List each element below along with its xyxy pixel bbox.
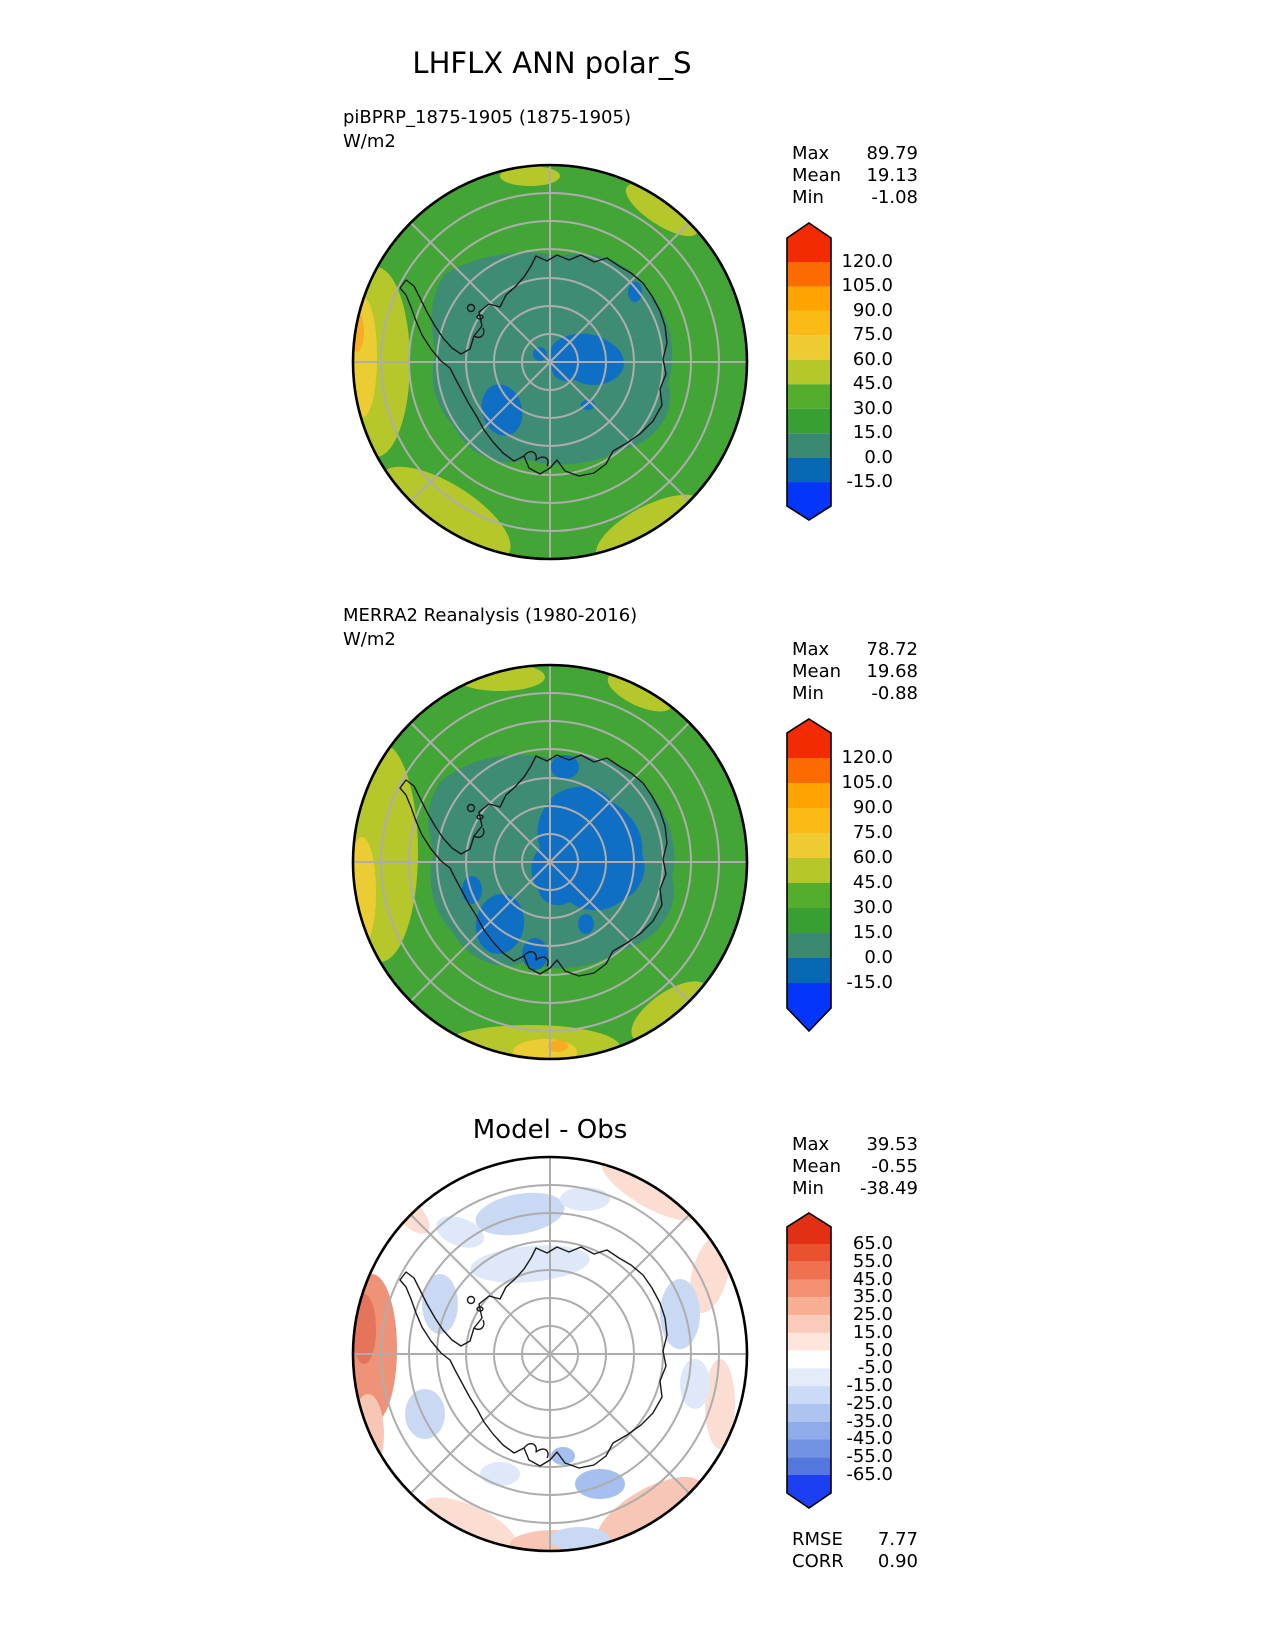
stat-row: Max 89.79 — [792, 143, 918, 165]
colorbar-tick-label: 90.0 — [852, 797, 893, 818]
stat-row: Min -0.88 — [792, 683, 918, 705]
colorbar-tick-label: -65.0 — [846, 1464, 893, 1485]
colorbar-model — [786, 222, 832, 521]
stat-row: Mean 19.13 — [792, 165, 918, 187]
colorbar-tick-label: 15.0 — [852, 922, 893, 943]
colorbar-tick-label: 5.0 — [864, 1339, 893, 1361]
panel1-units-label: W/m2 — [343, 131, 396, 152]
stat-value: 89.79 — [866, 143, 918, 164]
colorbar-tick-label: 45.0 — [852, 373, 893, 395]
colorbar-obs — [786, 718, 832, 1033]
stat-row: Mean 19.68 — [792, 661, 918, 683]
colorbar-tick-label: 25.0 — [852, 1304, 893, 1326]
stat-row: Min -38.49 — [792, 1178, 918, 1200]
stat-label: Max — [792, 1134, 830, 1155]
panel2-label-line1: MERRA2 Reanalysis (1980-2016) — [343, 605, 638, 626]
stat-value: 78.72 — [866, 639, 918, 660]
metric-value: 0.90 — [877, 1551, 918, 1572]
metric-row: CORR 0.90 — [792, 1551, 918, 1573]
colorbar-tick-label: -25.0 — [846, 1392, 893, 1414]
stat-value: -1.08 — [871, 187, 918, 208]
colorbar-tick-label: 90.0 — [852, 299, 893, 321]
stat-label: Min — [792, 683, 824, 704]
colorbar-tick-label: -45.0 — [846, 1428, 893, 1450]
colorbar-tick-label: -15.0 — [846, 1375, 893, 1397]
stat-value: 19.68 — [866, 661, 918, 682]
colorbar-tick-label: 120.0 — [841, 251, 893, 272]
stat-label: Mean — [792, 1156, 842, 1177]
stat-label: Mean — [792, 165, 842, 186]
colorbar-tick-label: 30.0 — [852, 397, 893, 419]
colorbar-tick-label: 120.0 — [841, 747, 893, 768]
colorbar-tick-label: 65.0 — [852, 1233, 893, 1254]
stat-value: -0.55 — [871, 1156, 918, 1177]
south-polar-map-obs — [351, 663, 749, 1061]
stat-value: 19.13 — [866, 165, 918, 186]
colorbar-tick-label: 15.0 — [852, 422, 893, 444]
stat-label: Mean — [792, 661, 842, 682]
south-polar-map-model — [351, 163, 749, 561]
panel2-label: MERRA2 Reanalysis (1980-2016) W/m2 — [343, 604, 637, 652]
stat-value: -0.88 — [871, 683, 918, 704]
colorbar-tick-label: 105.0 — [841, 772, 893, 793]
stat-value: 39.53 — [866, 1134, 918, 1155]
colorbar-tick-label: 75.0 — [852, 324, 893, 346]
stat-row: Mean -0.55 — [792, 1156, 918, 1178]
metric-row: RMSE 7.77 — [792, 1529, 918, 1551]
stat-label: Min — [792, 1178, 824, 1199]
colorbar-tick-label: 45.0 — [852, 872, 893, 893]
metric-label: CORR — [792, 1551, 844, 1572]
metric-value: 7.77 — [877, 1529, 918, 1550]
stat-row: Max 78.72 — [792, 639, 918, 661]
colorbar-tick-label: 15.0 — [852, 1321, 893, 1343]
figure-title: LHFLX ANN polar_S — [412, 46, 692, 80]
colorbar-tick-label: -5.0 — [857, 1357, 893, 1379]
colorbar-tick-label: -15.0 — [846, 972, 893, 993]
colorbar-tick-label: 105.0 — [841, 275, 893, 297]
colorbar-tick-label: 0.0 — [864, 446, 893, 468]
colorbar-tick-label: -15.0 — [846, 471, 893, 493]
colorbar-tick-label: -55.0 — [846, 1446, 893, 1468]
panel3-title: Model - Obs — [472, 1115, 628, 1145]
stat-label: Min — [792, 187, 824, 208]
colorbar-tick-label: 55.0 — [852, 1250, 893, 1272]
stat-row: Max 39.53 — [792, 1134, 918, 1156]
stat-row: Min -1.08 — [792, 187, 918, 209]
colorbar-tick-label: 30.0 — [852, 897, 893, 918]
panel3-metrics: RMSE 7.77 CORR 0.90 — [792, 1529, 918, 1573]
panel3-stats: Max 39.53 Mean -0.55 Min -38.49 — [792, 1134, 918, 1200]
stat-value: -38.49 — [859, 1178, 918, 1199]
colorbar-diff — [786, 1212, 832, 1509]
panel1-label: piBPRP_1875-1905 (1875-1905) W/m2 — [343, 106, 631, 154]
colorbar-tick-label: 60.0 — [852, 348, 893, 370]
colorbar-tick-label: 75.0 — [852, 822, 893, 843]
stat-label: Max — [792, 143, 830, 164]
panel1-label-line1: piBPRP_1875-1905 (1875-1905) — [343, 107, 631, 128]
colorbar-tick-label: 35.0 — [852, 1286, 893, 1308]
colorbar-tick-label: 0.0 — [864, 947, 893, 968]
stat-label: Max — [792, 639, 830, 660]
colorbar-tick-label: -35.0 — [846, 1410, 893, 1432]
panel2-stats: Max 78.72 Mean 19.68 Min -0.88 — [792, 639, 918, 705]
south-polar-map-diff — [351, 1155, 749, 1553]
metric-label: RMSE — [792, 1529, 843, 1550]
panel2-units-label: W/m2 — [343, 629, 396, 650]
colorbar-tick-label: 45.0 — [852, 1268, 893, 1290]
panel1-stats: Max 89.79 Mean 19.13 Min -1.08 — [792, 143, 918, 209]
colorbar-tick-label: 60.0 — [852, 847, 893, 868]
